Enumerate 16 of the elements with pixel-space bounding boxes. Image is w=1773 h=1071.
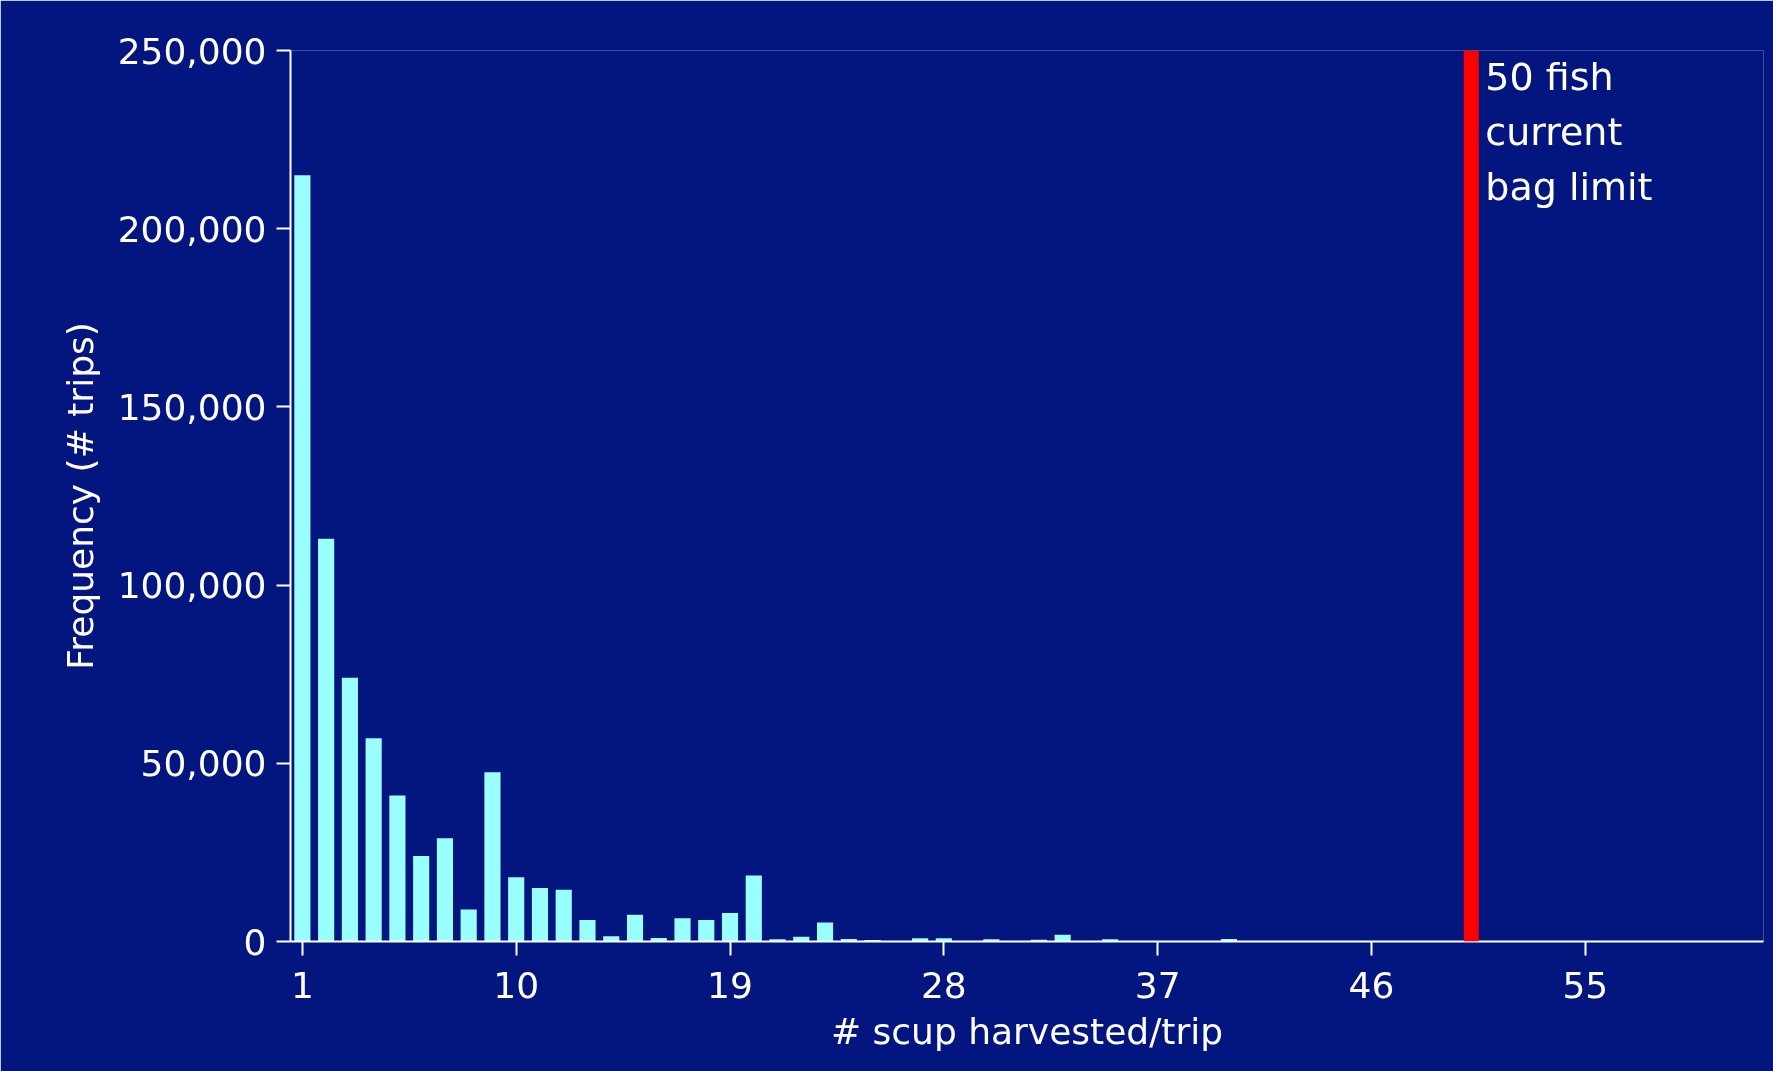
y-tick-label: 100,000	[117, 565, 267, 607]
x-axis-title: # scup harvested/trip	[830, 1010, 1224, 1052]
y-tick-label: 250,000	[117, 30, 267, 72]
x-tick-label: 46	[1348, 964, 1395, 1006]
ref-line-label: 50 fish current bag limit	[1485, 54, 1653, 209]
x-tick-label: 37	[1134, 964, 1181, 1006]
y-axis-title: Frequency (# trips)	[59, 322, 101, 670]
y-tick-label: 150,000	[117, 386, 267, 428]
x-tick-label: 10	[493, 964, 540, 1006]
x-tick-label: 28	[920, 964, 967, 1006]
x-tick-label: 55	[1562, 964, 1609, 1006]
x-tick-label: 1	[290, 964, 314, 1006]
x-tick-label: 19	[707, 964, 753, 1006]
y-tick-label: 0	[243, 921, 267, 963]
y-tick-label: 200,000	[117, 208, 267, 250]
y-tick-label: 50,000	[140, 743, 267, 785]
